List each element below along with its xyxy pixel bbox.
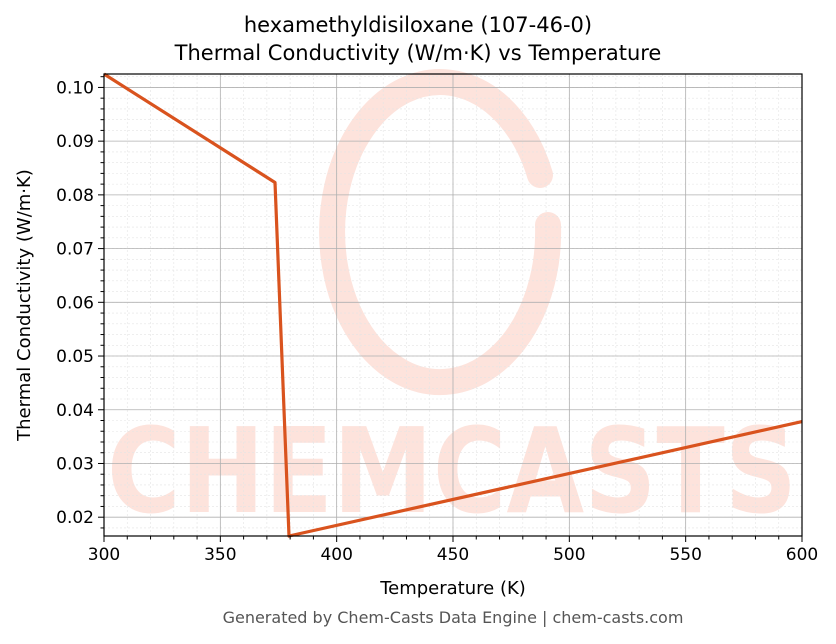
x-tick-label: 400 (320, 545, 352, 565)
watermark-ring (319, 69, 562, 396)
y-tick-label: 0.07 (56, 240, 94, 260)
chart-title-line-1: hexamethyldisiloxane (107-46-0) (243, 13, 593, 37)
y-axis-label: Thermal Conductivity (W/m·K) (14, 169, 35, 442)
x-axis-label: Temperature (K) (379, 578, 526, 599)
x-tick-label: 600 (786, 545, 818, 565)
chart-title-line-2: Thermal Conductivity (W/m·K) vs Temperat… (174, 41, 662, 65)
watermark: CHEMCASTS (107, 69, 797, 540)
footer-credit: Generated by Chem-Casts Data Engine | ch… (222, 608, 684, 627)
y-axis: 0.02 0.03 0.04 0.05 0.06 0.07 0.08 0.09 0.10 (56, 76, 104, 529)
series-line-0 (103, 72, 803, 538)
x-tick-label: 300 (88, 545, 120, 565)
x-tick-label: 350 (204, 545, 236, 565)
watermark-text: CHEMCASTS (107, 402, 797, 540)
y-tick-label: 0.10 (56, 78, 94, 98)
y-tick-label: 0.03 (56, 454, 94, 474)
x-axis: 300 350 400 450 500 550 600 (88, 536, 818, 565)
y-tick-label: 0.08 (56, 186, 94, 206)
y-tick-label: 0.09 (56, 132, 94, 152)
x-tick-label: 500 (553, 545, 585, 565)
x-tick-label: 550 (669, 545, 701, 565)
y-tick-label: 0.04 (56, 401, 94, 421)
y-tick-label: 0.02 (56, 508, 94, 528)
x-tick-label: 450 (437, 545, 469, 565)
y-tick-label: 0.05 (56, 347, 94, 367)
series-layer (103, 72, 803, 538)
y-tick-label: 0.06 (56, 293, 94, 313)
